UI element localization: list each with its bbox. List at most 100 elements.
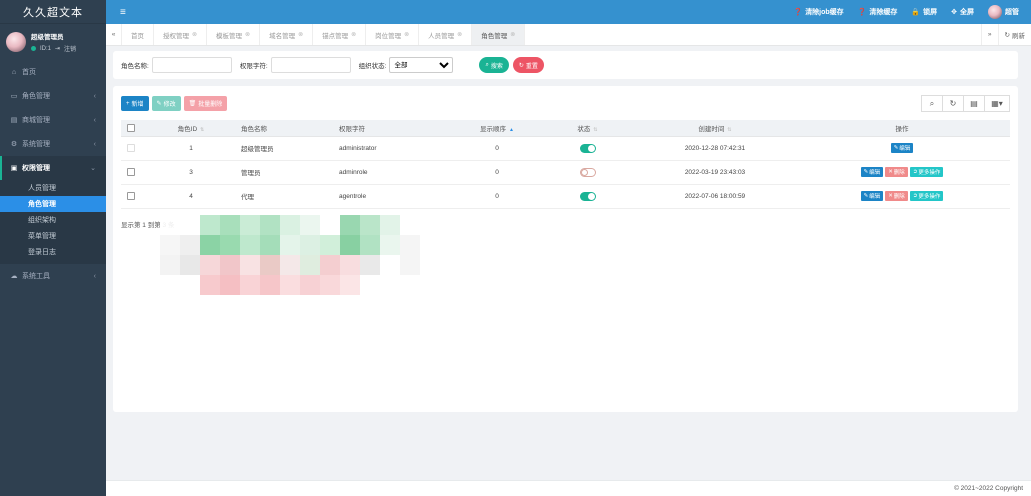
row-edit-button[interactable]: ✎ 编辑 — [890, 143, 914, 153]
row-edit-button[interactable]: ✎ 编辑 — [860, 191, 884, 201]
tab-post[interactable]: 岗位管理 ⊗ — [366, 24, 420, 45]
search-button[interactable]: ⌕ 搜索 — [479, 57, 509, 73]
columns-icon[interactable]: ▦▾ — [984, 95, 1010, 112]
role-table-panel: + 新增 ✎ 修改 🗑 批量删除 ⌕ ↻ ▤ ▦▾ 角色ID ⇅ 角色名称 权限字符 显… — [113, 86, 1018, 412]
tab-home[interactable]: 首页 — [122, 24, 154, 45]
lock-screen-button[interactable]: 🔒 锁屏 — [911, 7, 937, 17]
online-dot-icon — [31, 46, 36, 51]
batch-delete-button[interactable]: 🗑 批量删除 — [183, 96, 228, 111]
tab-anchor[interactable]: 锚点管理 ⊗ — [313, 24, 367, 45]
close-icon[interactable]: ⊗ — [298, 32, 304, 38]
col-role-id[interactable]: 角色ID ⇅ — [141, 120, 241, 137]
tab-label: 岗位管理 — [375, 32, 402, 40]
sidebar-item-mall[interactable]: ▤ 商城管理 ‹ — [0, 108, 106, 132]
edit-button[interactable]: ✎ 修改 — [151, 96, 181, 111]
col-sort-order[interactable]: 显示顺序 ▲ — [455, 120, 539, 137]
sidebar-item-org[interactable]: 组织架构 — [28, 217, 56, 224]
sidebar-item-tools[interactable]: ☁ 系统工具 ‹ — [0, 264, 106, 288]
close-icon[interactable]: ⊗ — [245, 32, 251, 38]
row-delete-button[interactable]: ✕ 删除 — [885, 167, 908, 177]
export-icon[interactable]: ▤ — [963, 95, 985, 112]
row-checkbox[interactable] — [127, 192, 135, 200]
mosaic-cell — [420, 235, 440, 255]
tabs-scroll-left-icon[interactable]: « — [106, 24, 122, 45]
sidebar-item-roles-main[interactable]: ▭ 角色管理 ‹ — [0, 84, 106, 108]
fullscreen-button[interactable]: ✥ 全屏 — [951, 7, 974, 17]
cell-created: 2022-07-06 18:00:59 — [636, 184, 794, 209]
col-status[interactable]: 状态 ⇅ — [539, 120, 636, 137]
mosaic-cell — [280, 215, 300, 235]
tab-template[interactable]: 模板管理 ⊗ — [207, 24, 261, 45]
tab-auth[interactable]: 授权管理 ⊗ — [154, 24, 208, 45]
sidebar-item-home[interactable]: ⌂ 首页 — [0, 60, 106, 84]
row-more-button[interactable]: ➲ 更多操作 — [909, 191, 944, 201]
footer: © 2021~2022 Copyright — [106, 480, 1031, 496]
mosaic-cell — [400, 255, 420, 275]
search-toggle-icon[interactable]: ⌕ — [921, 95, 943, 112]
perm-key-input[interactable] — [270, 57, 351, 73]
menu-toggle-icon[interactable]: ≡ — [120, 6, 126, 18]
close-icon[interactable]: ⊗ — [404, 32, 410, 38]
row-edit-button[interactable]: ✎ 编辑 — [860, 167, 884, 177]
status-select[interactable]: 全部 — [389, 57, 454, 73]
select-all-checkbox[interactable] — [127, 123, 135, 132]
close-icon: ✕ — [888, 169, 893, 175]
refresh-icon[interactable]: ↻ — [942, 95, 964, 112]
header-label: 操作 — [895, 125, 909, 133]
mosaic-cell — [200, 235, 220, 255]
mosaic-cell — [360, 215, 380, 235]
header-label: 状态 — [577, 125, 591, 133]
row-more-button[interactable]: ➲ 更多操作 — [909, 167, 944, 177]
sidebar-item-system[interactable]: ⚙ 系统管理 ‹ — [0, 132, 106, 156]
sidebar-item-menus[interactable]: 菜单管理 — [28, 233, 56, 240]
logout-icon[interactable]: ⇥ — [55, 46, 61, 52]
row-checkbox[interactable] — [127, 168, 135, 176]
mosaic-cell — [260, 215, 280, 235]
page-tabs: « 首页 授权管理 ⊗ 模板管理 ⊗ 域名管理 ⊗ 锚点管理 ⊗ 岗位管理 ⊗ 人员管理 ⊗… — [106, 24, 1031, 46]
tab-domain[interactable]: 域名管理 ⊗ — [260, 24, 314, 45]
clear-job-cache-button[interactable]: ❓ 清除job缓存 — [793, 7, 843, 17]
role-name-input[interactable] — [151, 57, 232, 73]
col-created[interactable]: 创建时间 ⇅ — [636, 120, 794, 137]
refresh-tab-button[interactable]: ↻ 刷新 — [997, 24, 1031, 45]
close-icon[interactable]: ⊗ — [192, 32, 198, 38]
mosaic-cell — [340, 235, 360, 255]
tabs-scroll-right-icon[interactable]: » — [980, 24, 998, 45]
add-button[interactable]: + 新增 — [121, 96, 149, 111]
op-label: 更多操作 — [918, 194, 941, 200]
close-icon[interactable]: ⊗ — [510, 32, 516, 38]
avatar[interactable] — [6, 32, 26, 52]
clear-cache-button[interactable]: ❓ 清除缓存 — [858, 7, 898, 17]
mosaic-cell — [260, 275, 280, 295]
reset-button[interactable]: ↻ 重置 — [512, 57, 544, 73]
search-panel: 角色名称: 权限字符: 组织状态: 全部 ⌕ 搜索 ↻ 重置 — [113, 51, 1018, 79]
sidebar-item-roles[interactable]: 角色管理 — [0, 196, 106, 212]
status-toggle[interactable] — [579, 191, 596, 201]
avatar — [988, 5, 1002, 19]
sidebar-item-login-log[interactable]: 登录日志 — [28, 249, 56, 256]
mosaic-cell — [300, 235, 320, 255]
status-toggle[interactable] — [579, 143, 596, 153]
mosaic-cell — [220, 215, 240, 235]
col-operations: 操作 — [794, 120, 1010, 137]
mosaic-cell — [340, 215, 360, 235]
status-toggle[interactable] — [579, 167, 596, 177]
sidebar-item-permissions[interactable]: ▣ 权限管理 ⌄ — [0, 156, 106, 180]
tab-roles[interactable]: 角色管理 ⊗ — [472, 24, 526, 45]
user-menu[interactable]: 超管 — [988, 5, 1019, 19]
row-delete-button[interactable]: ✕ 删除 — [885, 191, 908, 201]
mosaic-cell — [380, 275, 400, 295]
gear-icon: ⚙ — [10, 141, 18, 148]
sidebar-item-users[interactable]: 人员管理 — [28, 185, 56, 192]
plus-icon: + — [126, 100, 130, 107]
close-icon[interactable]: ⊗ — [351, 32, 357, 38]
op-label: 编辑 — [869, 170, 881, 176]
edit-label: 修改 — [163, 102, 176, 108]
status-label: 组织状态: — [358, 63, 387, 70]
close-icon[interactable]: ⊗ — [457, 32, 463, 38]
tab-users[interactable]: 人员管理 ⊗ — [419, 24, 473, 45]
lock-icon: 🔒 — [911, 9, 921, 16]
mosaic-cell — [320, 255, 340, 275]
cell-role-key: adminrole — [339, 160, 455, 185]
logout-link[interactable]: 注销 — [64, 47, 77, 53]
